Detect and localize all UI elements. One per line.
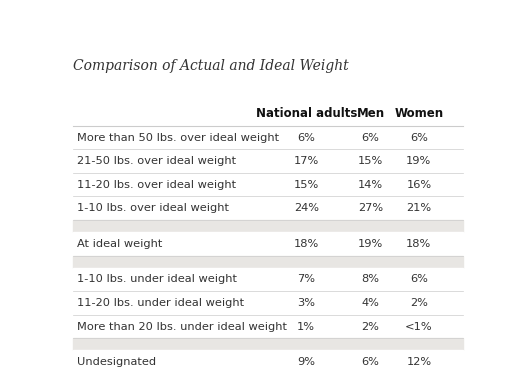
Text: 19%: 19% — [358, 239, 383, 249]
Text: More than 50 lbs. over ideal weight: More than 50 lbs. over ideal weight — [77, 132, 279, 142]
Bar — [73, 315, 463, 338]
Text: 6%: 6% — [362, 357, 379, 367]
Text: 15%: 15% — [358, 156, 383, 166]
Text: 7%: 7% — [297, 275, 315, 284]
Bar — [73, 197, 463, 220]
Bar — [73, 268, 463, 291]
Text: 4%: 4% — [362, 298, 379, 308]
Bar — [73, 220, 463, 232]
Text: 18%: 18% — [406, 239, 431, 249]
Text: National adults: National adults — [255, 107, 357, 120]
Text: 6%: 6% — [297, 132, 315, 142]
Text: At ideal weight: At ideal weight — [77, 239, 162, 249]
Text: 6%: 6% — [410, 132, 428, 142]
Text: 2%: 2% — [362, 322, 379, 332]
Text: 27%: 27% — [358, 203, 383, 213]
Text: 21-50 lbs. over ideal weight: 21-50 lbs. over ideal weight — [77, 156, 236, 166]
Text: 1-10 lbs. under ideal weight: 1-10 lbs. under ideal weight — [77, 275, 237, 284]
Text: 2%: 2% — [410, 298, 428, 308]
Text: 8%: 8% — [362, 275, 379, 284]
Bar — [73, 149, 463, 173]
Text: 1-10 lbs. over ideal weight: 1-10 lbs. over ideal weight — [77, 203, 229, 213]
Text: 15%: 15% — [294, 180, 319, 189]
Text: 24%: 24% — [294, 203, 319, 213]
Text: 3%: 3% — [297, 298, 315, 308]
Text: Women: Women — [394, 107, 443, 120]
Text: Comparison of Actual and Ideal Weight: Comparison of Actual and Ideal Weight — [73, 59, 349, 73]
Bar — [73, 173, 463, 197]
Bar — [73, 291, 463, 315]
Text: <1%: <1% — [405, 322, 433, 332]
Text: 18%: 18% — [294, 239, 319, 249]
Text: 6%: 6% — [410, 275, 428, 284]
Text: More than 20 lbs. under ideal weight: More than 20 lbs. under ideal weight — [77, 322, 287, 332]
Text: 17%: 17% — [294, 156, 319, 166]
Text: 21%: 21% — [406, 203, 431, 213]
Bar — [73, 256, 463, 268]
Text: Men: Men — [357, 107, 385, 120]
Text: 6%: 6% — [362, 132, 379, 142]
Text: 16%: 16% — [406, 180, 431, 189]
Bar — [73, 102, 463, 126]
Text: Undesignated: Undesignated — [77, 357, 156, 367]
Text: 14%: 14% — [358, 180, 383, 189]
Text: 11-20 lbs. under ideal weight: 11-20 lbs. under ideal weight — [77, 298, 244, 308]
Bar — [73, 126, 463, 149]
Text: 9%: 9% — [297, 357, 315, 367]
Text: 11-20 lbs. over ideal weight: 11-20 lbs. over ideal weight — [77, 180, 236, 189]
Bar — [73, 232, 463, 256]
Text: 12%: 12% — [406, 357, 431, 367]
Text: 1%: 1% — [297, 322, 315, 332]
Text: 19%: 19% — [406, 156, 431, 166]
Bar — [73, 350, 463, 373]
Bar — [73, 338, 463, 350]
